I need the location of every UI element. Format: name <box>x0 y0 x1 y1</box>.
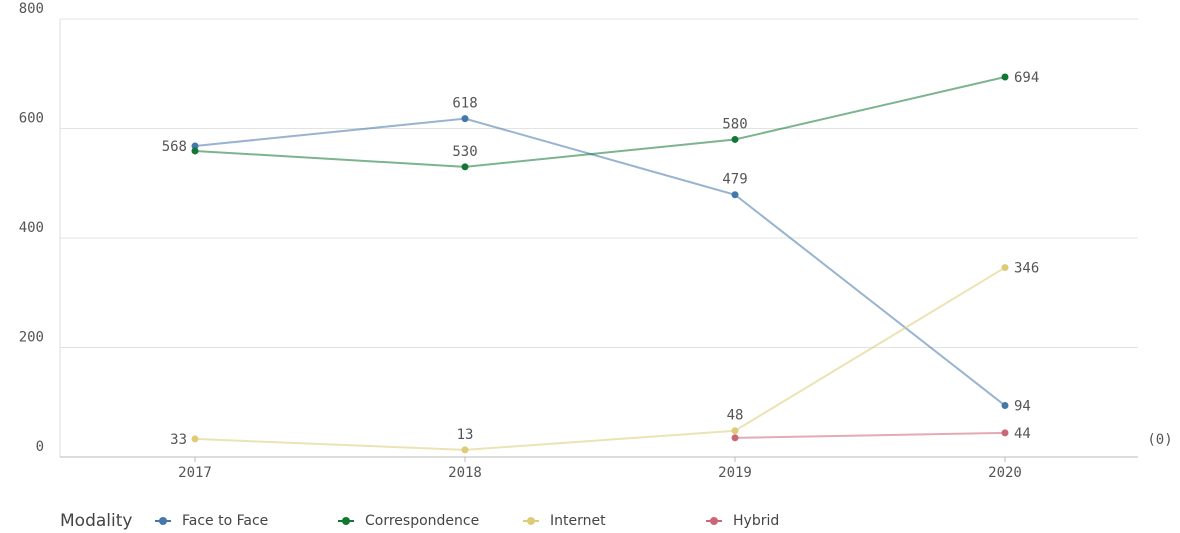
data-label: 694 <box>1014 70 1039 86</box>
legend-swatch <box>159 517 167 525</box>
legend-title: Modality <box>60 511 132 531</box>
series-line <box>194 117 1006 407</box>
data-label: 44 <box>1014 426 1031 442</box>
point <box>461 115 469 123</box>
legend-label: Hybrid <box>733 513 779 529</box>
legend-swatch <box>527 517 535 525</box>
point <box>1001 264 1009 272</box>
legend-label: Internet <box>550 513 606 529</box>
x-tick-label: 2018 <box>448 465 482 481</box>
x-tick-label: 2017 <box>178 465 212 481</box>
point <box>1001 402 1009 410</box>
series-line <box>734 431 1006 439</box>
data-label: 580 <box>722 116 747 132</box>
legend-label: Correspondence <box>365 513 479 529</box>
data-label: 479 <box>722 172 747 188</box>
legend-swatch <box>342 517 350 525</box>
legend-swatch <box>710 517 718 525</box>
y-tick-label: 400 <box>19 220 44 236</box>
data-label: 568 <box>162 139 187 155</box>
point <box>191 435 199 443</box>
point <box>1001 73 1009 81</box>
point <box>461 163 469 171</box>
x-tick-label: 2019 <box>718 465 752 481</box>
point <box>731 135 739 143</box>
legend-label: Face to Face <box>182 513 268 529</box>
data-label: 346 <box>1014 261 1039 277</box>
point <box>731 434 739 442</box>
y-tick-label: 0 <box>36 439 44 455</box>
point <box>1001 429 1009 437</box>
series-line <box>194 266 1006 451</box>
data-label: 13 <box>457 427 474 443</box>
data-label: 48 <box>727 408 744 424</box>
data-label: 618 <box>452 96 477 112</box>
y-tick-label: 800 <box>19 1 44 17</box>
point <box>191 142 199 150</box>
series-line <box>194 76 1006 168</box>
point <box>461 446 469 454</box>
data-label: 94 <box>1014 399 1031 415</box>
data-label: 530 <box>452 144 477 160</box>
y-tick-label: 600 <box>19 111 44 127</box>
annotation: (0) <box>1147 432 1172 448</box>
point <box>731 427 739 435</box>
data-label: 33 <box>170 432 187 448</box>
point <box>191 147 199 155</box>
point <box>731 191 739 199</box>
x-tick-label: 2020 <box>988 465 1022 481</box>
y-tick-label: 200 <box>19 330 44 346</box>
